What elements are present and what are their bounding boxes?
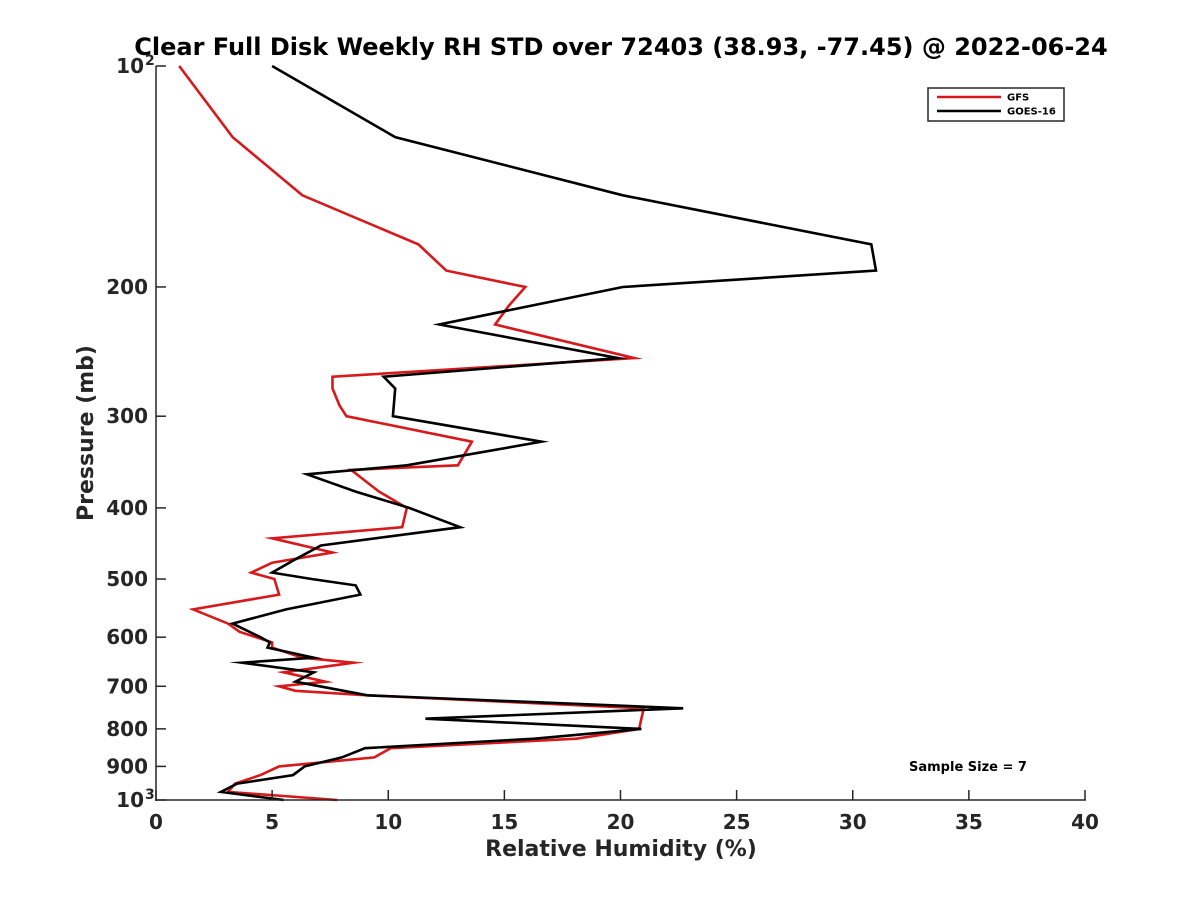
x-axis-label: Relative Humidity (%)	[485, 837, 757, 862]
y-tick-label: 800	[106, 717, 148, 741]
y-tick-exponent: 3	[145, 787, 155, 803]
x-tick-label: 15	[490, 810, 518, 834]
legend: GFS GOES-16	[927, 87, 1065, 122]
x-tick-label: 5	[265, 810, 279, 834]
y-tick-exponent: 2	[145, 53, 155, 69]
series-line-goes-16	[216, 64, 878, 802]
x-tick-label: 30	[839, 810, 867, 834]
y-axis-label: Pressure (mb)	[74, 345, 99, 521]
x-tick-label: 40	[1071, 810, 1099, 834]
legend-label-goes-16: GOES-16	[1007, 107, 1056, 118]
sample-size-annotation: Sample Size = 7	[909, 760, 1027, 775]
y-tick-label: 700	[106, 674, 148, 698]
y-tick-label: 600	[106, 625, 148, 649]
y-tick-label: 500	[106, 567, 148, 591]
legend-box	[927, 87, 1065, 122]
x-tick-label: 25	[723, 810, 751, 834]
x-tick-label: 0	[149, 810, 163, 834]
y-tick-label: 400	[106, 496, 148, 520]
y-tick-label: 200	[106, 275, 148, 299]
y-tick-label: 900	[106, 754, 148, 778]
y-tick-label: 10	[116, 788, 144, 812]
series-layer	[178, 64, 878, 802]
x-tick-label: 35	[955, 810, 983, 834]
legend-label-gfs: GFS	[1007, 93, 1029, 104]
y-tick-label: 10	[116, 54, 144, 78]
x-tick-label: 10	[374, 810, 402, 834]
y-tick-label: 300	[106, 404, 148, 428]
x-tick-label: 20	[607, 810, 635, 834]
chart-title: Clear Full Disk Weekly RH STD over 72403…	[134, 33, 1107, 61]
